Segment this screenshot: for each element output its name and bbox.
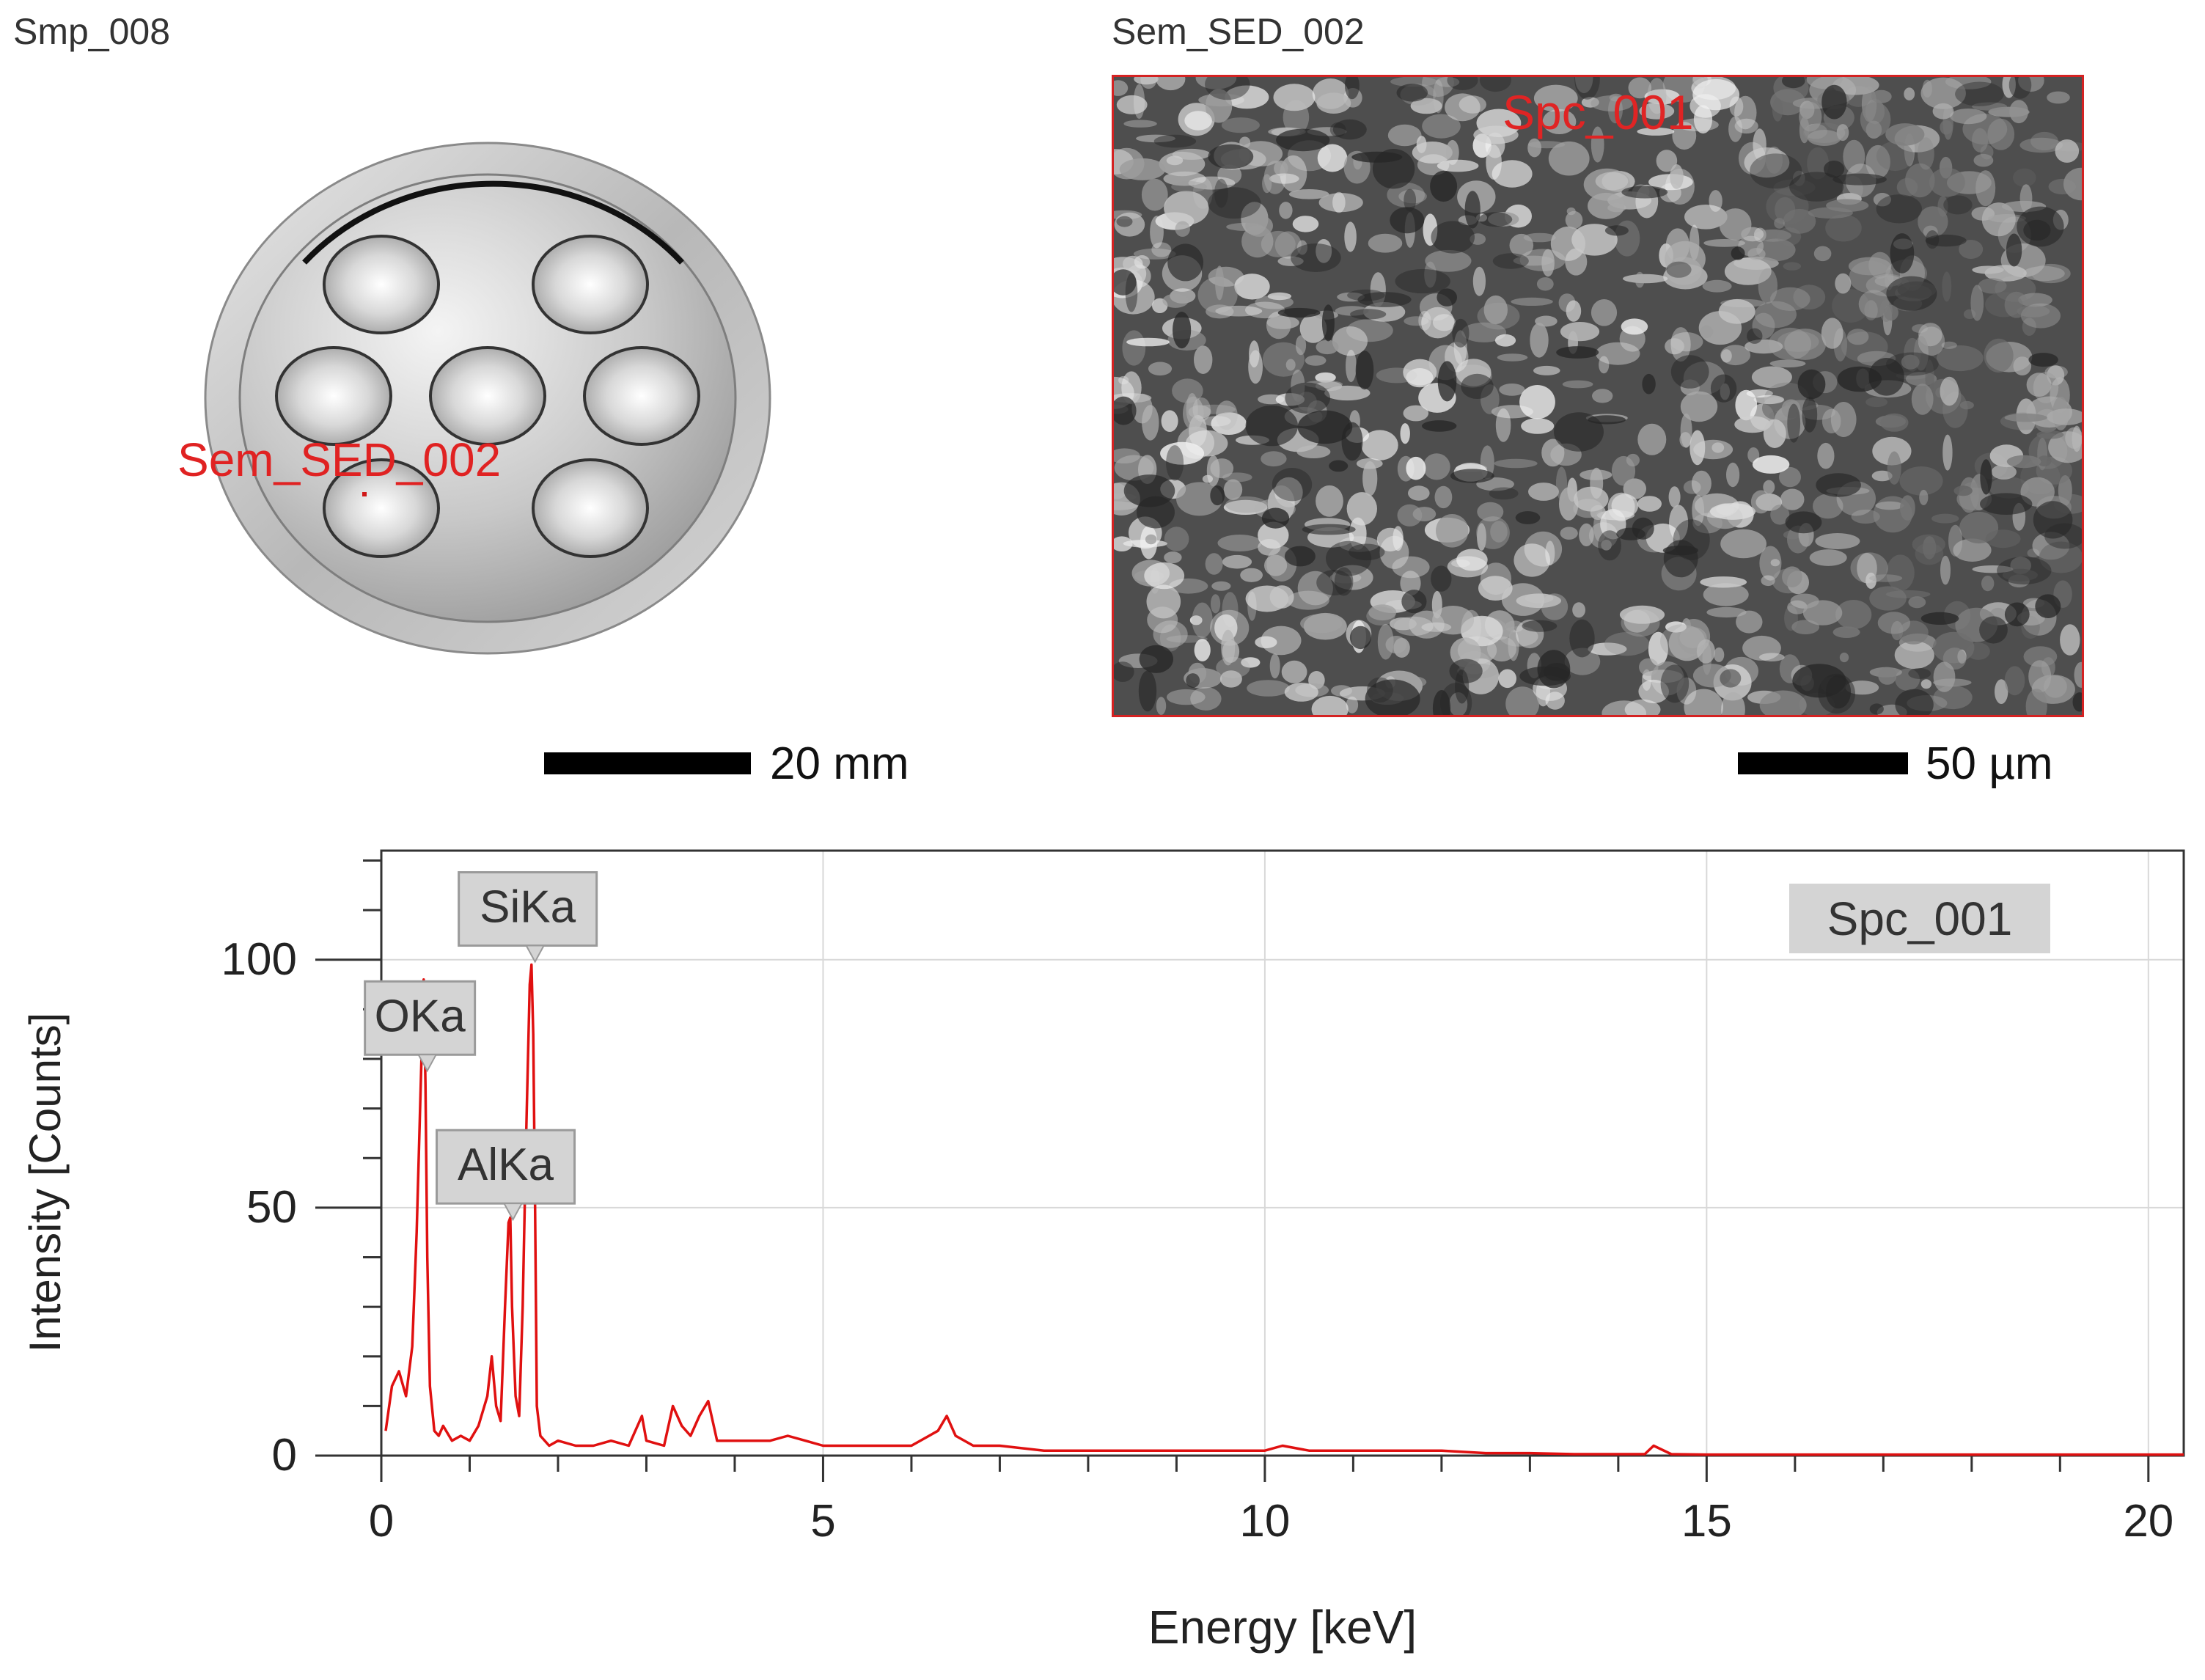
x-tick-label: 15 — [1681, 1496, 1732, 1547]
y-tick-label: 100 — [221, 934, 297, 985]
legend-series-name: Spc_001 — [1827, 892, 2013, 945]
peak-label-alka: AlKa — [436, 1129, 576, 1222]
sample-holder-image[interactable] — [198, 138, 777, 659]
y-tick-label: 0 — [272, 1430, 297, 1481]
y-tick-label: 50 — [246, 1182, 297, 1233]
x-tick-label: 10 — [1239, 1496, 1290, 1547]
x-tick-label: 20 — [2123, 1496, 2173, 1547]
x-tick-label: 5 — [810, 1496, 835, 1547]
peak-label-box — [436, 1129, 576, 1205]
sample-marker-label[interactable]: Sem_SED_002 — [177, 433, 502, 486]
spectrum-line — [384, 963, 2184, 1456]
sample-scale-label: 20 mm — [770, 738, 909, 789]
sem-panel-title: Sem_SED_002 — [1112, 11, 1365, 52]
peak-label-pointer — [417, 1054, 438, 1073]
x-axis-label: Energy [keV] — [1148, 1601, 1417, 1654]
sample-marker-point[interactable] — [362, 492, 367, 496]
stub-holes — [275, 235, 700, 558]
legend-box — [1789, 884, 2050, 953]
sample-panel-title: Smp_008 — [13, 11, 171, 52]
plot-frame — [380, 849, 2185, 1457]
peak-labels: SiKa OKa AlKa — [364, 871, 598, 1222]
peak-label-text: SiKa — [480, 882, 576, 933]
sample-scale-bar — [544, 752, 751, 774]
peak-label-pointer — [524, 944, 546, 964]
eds-spectrum-chart[interactable]: 0 5 10 15 20 0 50 100 SiKa OKa AlKa Spc_001 Energ… — [0, 807, 2205, 1680]
sem-scale-bar — [1738, 752, 1908, 774]
x-tick-label: 0 — [369, 1496, 394, 1547]
peak-label-text: AlKa — [458, 1140, 554, 1190]
spectrum-marker-label[interactable]: Spc_001 — [1503, 85, 1694, 139]
sem-scale-label: 50 µm — [1926, 738, 2053, 789]
peak-label-box — [364, 980, 477, 1056]
chart-legend: Spc_001 — [1789, 884, 2050, 953]
y-axis-label: Intensity [Counts] — [21, 1013, 70, 1353]
axis-ticks — [315, 859, 2150, 1482]
sem-image[interactable]: Spc_001 — [1112, 75, 2084, 717]
chart-grid — [381, 851, 2184, 1456]
sem-image-texture — [1114, 77, 2082, 715]
peak-label-oka: OKa — [364, 980, 477, 1073]
peak-label-sika: SiKa — [458, 871, 598, 964]
peak-label-pointer — [502, 1203, 524, 1222]
peak-label-text: OKa — [375, 991, 466, 1041]
axis-tick-labels: 0 5 10 15 20 0 50 100 — [221, 934, 2174, 1547]
